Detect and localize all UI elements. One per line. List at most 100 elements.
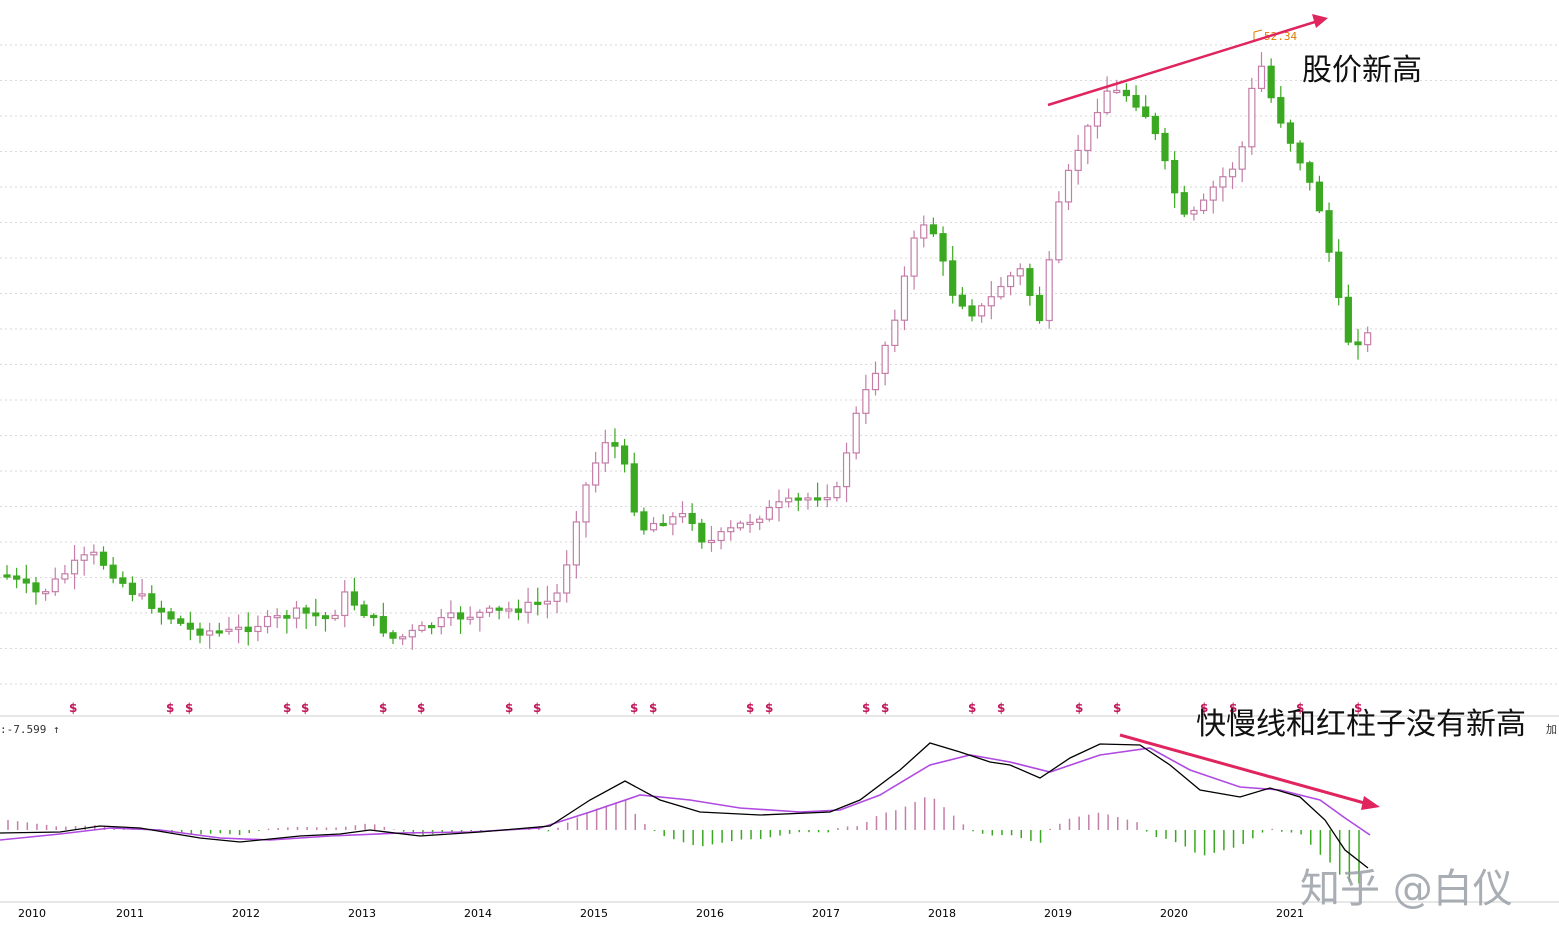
candle-body [881, 344, 889, 375]
candle-body [727, 527, 735, 533]
candle-body [408, 629, 416, 638]
candlestick-series [3, 29, 1372, 650]
x-tick-label: 2019 [1044, 907, 1072, 920]
macd-arrow-head [1361, 796, 1380, 810]
candle-body [495, 607, 503, 611]
candle-body [949, 260, 957, 296]
candle-body [1142, 106, 1150, 118]
candle-body [302, 607, 310, 614]
candle-body [978, 305, 986, 317]
dividend-marker: $ [1229, 701, 1237, 715]
x-tick-label: 2013 [348, 907, 376, 920]
dividend-marker: $ [1200, 701, 1208, 715]
candle-body [871, 372, 880, 391]
candle-body [688, 512, 696, 524]
dividend-marker: $ [649, 701, 657, 715]
candle-body [13, 575, 21, 580]
candle-body [1113, 89, 1121, 94]
candle-body [80, 554, 88, 561]
candle-body [746, 521, 754, 525]
candle-body [698, 522, 706, 543]
watermark: 知乎 @白仪 [1300, 866, 1513, 912]
dividend-marker: $ [1113, 701, 1121, 715]
candle-body [1344, 296, 1352, 343]
dividend-marker: $ [533, 701, 541, 715]
dividend-marker: $ [997, 701, 1005, 715]
candle-body [1103, 90, 1111, 114]
peak-price-label: 52.34 [1264, 30, 1297, 43]
candle-body [611, 442, 619, 447]
candle-body [32, 582, 40, 593]
candle-body [910, 237, 918, 277]
candle-body [1277, 97, 1285, 124]
candle-body [891, 319, 899, 347]
candle-body [215, 630, 223, 634]
dividend-marker: $ [166, 701, 174, 715]
x-tick-label: 2016 [696, 907, 724, 920]
candle-body [1151, 115, 1159, 135]
x-tick-label: 2021 [1276, 907, 1304, 920]
candle-body [997, 285, 1005, 298]
candle-body [958, 294, 966, 307]
candle-body [437, 616, 445, 628]
candle-body [640, 511, 648, 531]
dividend-marker: $ [630, 701, 638, 715]
candle-body [1238, 146, 1246, 170]
price-annotation: 股价新高 [1302, 53, 1422, 88]
candle-body [794, 497, 802, 501]
candle-body [1335, 251, 1343, 298]
candle-body [263, 615, 272, 628]
dividend-marker: $ [862, 701, 870, 715]
dividend-marker: $ [69, 701, 77, 715]
candle-body [1016, 268, 1024, 277]
x-tick-label: 2020 [1160, 907, 1188, 920]
macd-diff-line [0, 742, 1369, 869]
candle-body [341, 591, 349, 617]
candle-body [1074, 149, 1082, 171]
candle-body [1180, 192, 1188, 215]
price-arrow-head [1312, 14, 1328, 28]
candle-body [543, 600, 552, 605]
candle-body [389, 632, 397, 639]
candle-body [1286, 122, 1295, 144]
candle-body [360, 604, 368, 617]
candle-body [399, 636, 407, 640]
candle-body [505, 608, 513, 612]
candle-body [1228, 168, 1237, 178]
candle-body [235, 626, 243, 630]
candle-body [1306, 162, 1314, 183]
candle-body [1064, 169, 1073, 203]
candle-body [466, 616, 474, 620]
candle-body [659, 522, 667, 527]
candle-body [1209, 186, 1217, 201]
candle-body [785, 497, 793, 503]
candle-body [90, 551, 98, 556]
candle-body [842, 452, 851, 488]
candle-body [312, 612, 320, 617]
candle-body [70, 559, 79, 575]
candle-body [1267, 65, 1275, 99]
candle-body [601, 442, 609, 464]
candle-body [1325, 210, 1333, 253]
dividend-marker: $ [379, 701, 387, 715]
dividend-marker: $ [765, 701, 773, 715]
macd-value-readout: :-7.599 ↑ [0, 723, 60, 736]
candle-body [572, 521, 580, 566]
candle-body [736, 522, 745, 529]
candle-body [379, 616, 387, 634]
candle-body [630, 463, 638, 513]
price-trend-arrow [1047, 19, 1319, 107]
candle-body [1219, 176, 1227, 188]
candle-body [1199, 199, 1208, 212]
x-tick-label: 2018 [928, 907, 956, 920]
candle-body [61, 573, 69, 580]
candle-body [592, 462, 600, 486]
candle-body [514, 608, 523, 613]
right-edge-fragment: 加 [1546, 723, 1557, 736]
candle-body [707, 539, 716, 544]
candle-body [128, 582, 137, 595]
dividend-marker: $ [1296, 701, 1304, 715]
candle-body [582, 484, 590, 523]
x-tick-label: 2011 [116, 907, 144, 920]
candle-body [225, 628, 233, 632]
